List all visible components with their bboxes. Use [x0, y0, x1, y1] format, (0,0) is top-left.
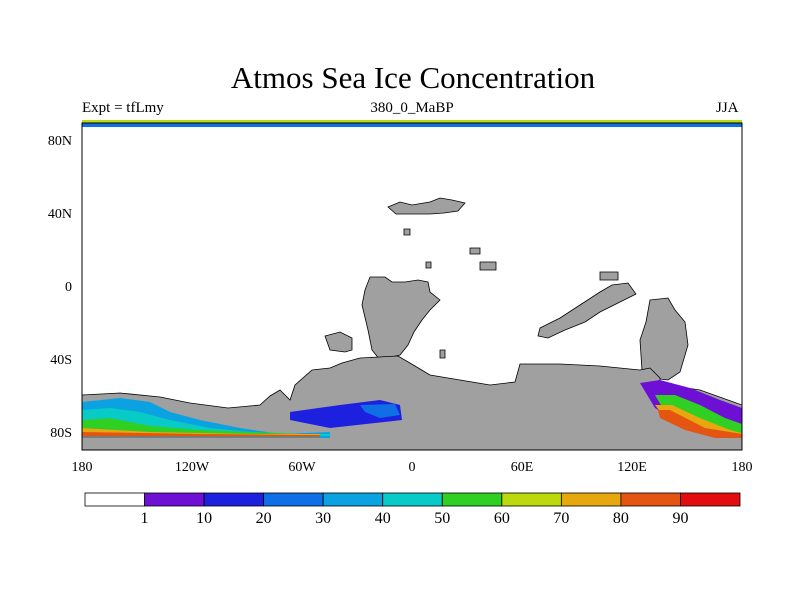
- lat-label: 40S: [50, 353, 72, 368]
- colorbar-swatch: [203, 492, 265, 507]
- colorbar-swatch: [680, 492, 741, 507]
- latitude-labels: 80N 40N 0 40S 80S: [48, 134, 72, 441]
- colorbar-label: 10: [196, 510, 212, 527]
- land-australia: [639, 297, 689, 381]
- colorbar-swatch: [620, 492, 681, 507]
- colorbar-label: 60: [494, 510, 510, 527]
- colorbar-label: 30: [315, 510, 331, 527]
- land-asia-arc: [537, 282, 637, 339]
- colorbar-label: 20: [256, 510, 272, 527]
- lat-label: 40N: [48, 207, 72, 222]
- period-label: 380_0_MaBP: [370, 100, 454, 116]
- colorbar-label: 1: [141, 510, 149, 527]
- arctic-ice-strip-edge: [82, 123, 742, 127]
- colorbar-label: 80: [613, 510, 629, 527]
- colorbar-swatch: [144, 492, 205, 507]
- lon-label: 0: [409, 460, 416, 475]
- land-asia-islands: [599, 271, 619, 281]
- lon-label: 180: [732, 460, 753, 475]
- longitude-labels: 180 120W 60W 0 60E 120E 180: [72, 460, 753, 475]
- colorbar-swatch: [501, 492, 562, 507]
- colorbar-swatch: [84, 492, 145, 507]
- colorbar-swatch: [560, 492, 622, 507]
- arctic-ice-strip: [82, 120, 742, 123]
- land-africa: [361, 276, 441, 361]
- season-label: JJA: [716, 100, 739, 116]
- colorbar-label: 50: [434, 510, 450, 527]
- land-europe-islands: [403, 228, 497, 271]
- land-europe: [387, 197, 466, 215]
- colorbar-swatch: [441, 492, 503, 507]
- lon-label: 120W: [175, 460, 210, 475]
- colorbar-swatch: [263, 492, 324, 507]
- colorbar-swatch: [382, 492, 443, 507]
- sea-ice-fill: [82, 380, 742, 438]
- lon-label: 180: [72, 460, 93, 475]
- colorbar-label: 90: [672, 510, 688, 527]
- lon-label: 60W: [288, 460, 316, 475]
- land-masses: [81, 197, 743, 451]
- colorbar-label: 40: [375, 510, 391, 527]
- colorbar-labels: 1 10 20 30 40 50 60 70 80 90: [141, 510, 689, 527]
- lon-label: 120E: [617, 460, 647, 475]
- lat-label: 0: [65, 280, 72, 295]
- colorbar: [84, 492, 741, 507]
- colorbar-label: 70: [553, 510, 569, 527]
- lat-label: 80N: [48, 134, 72, 149]
- land-madagascar: [439, 349, 446, 359]
- chart-title: Atmos Sea Ice Concentration: [230, 60, 596, 95]
- map-frame: [81, 122, 743, 451]
- experiment-label: Expt = tfLmy: [82, 100, 164, 116]
- lat-label: 80S: [50, 426, 72, 441]
- lon-label: 60E: [511, 460, 534, 475]
- land-south-america: [324, 331, 353, 353]
- colorbar-swatch: [322, 492, 384, 507]
